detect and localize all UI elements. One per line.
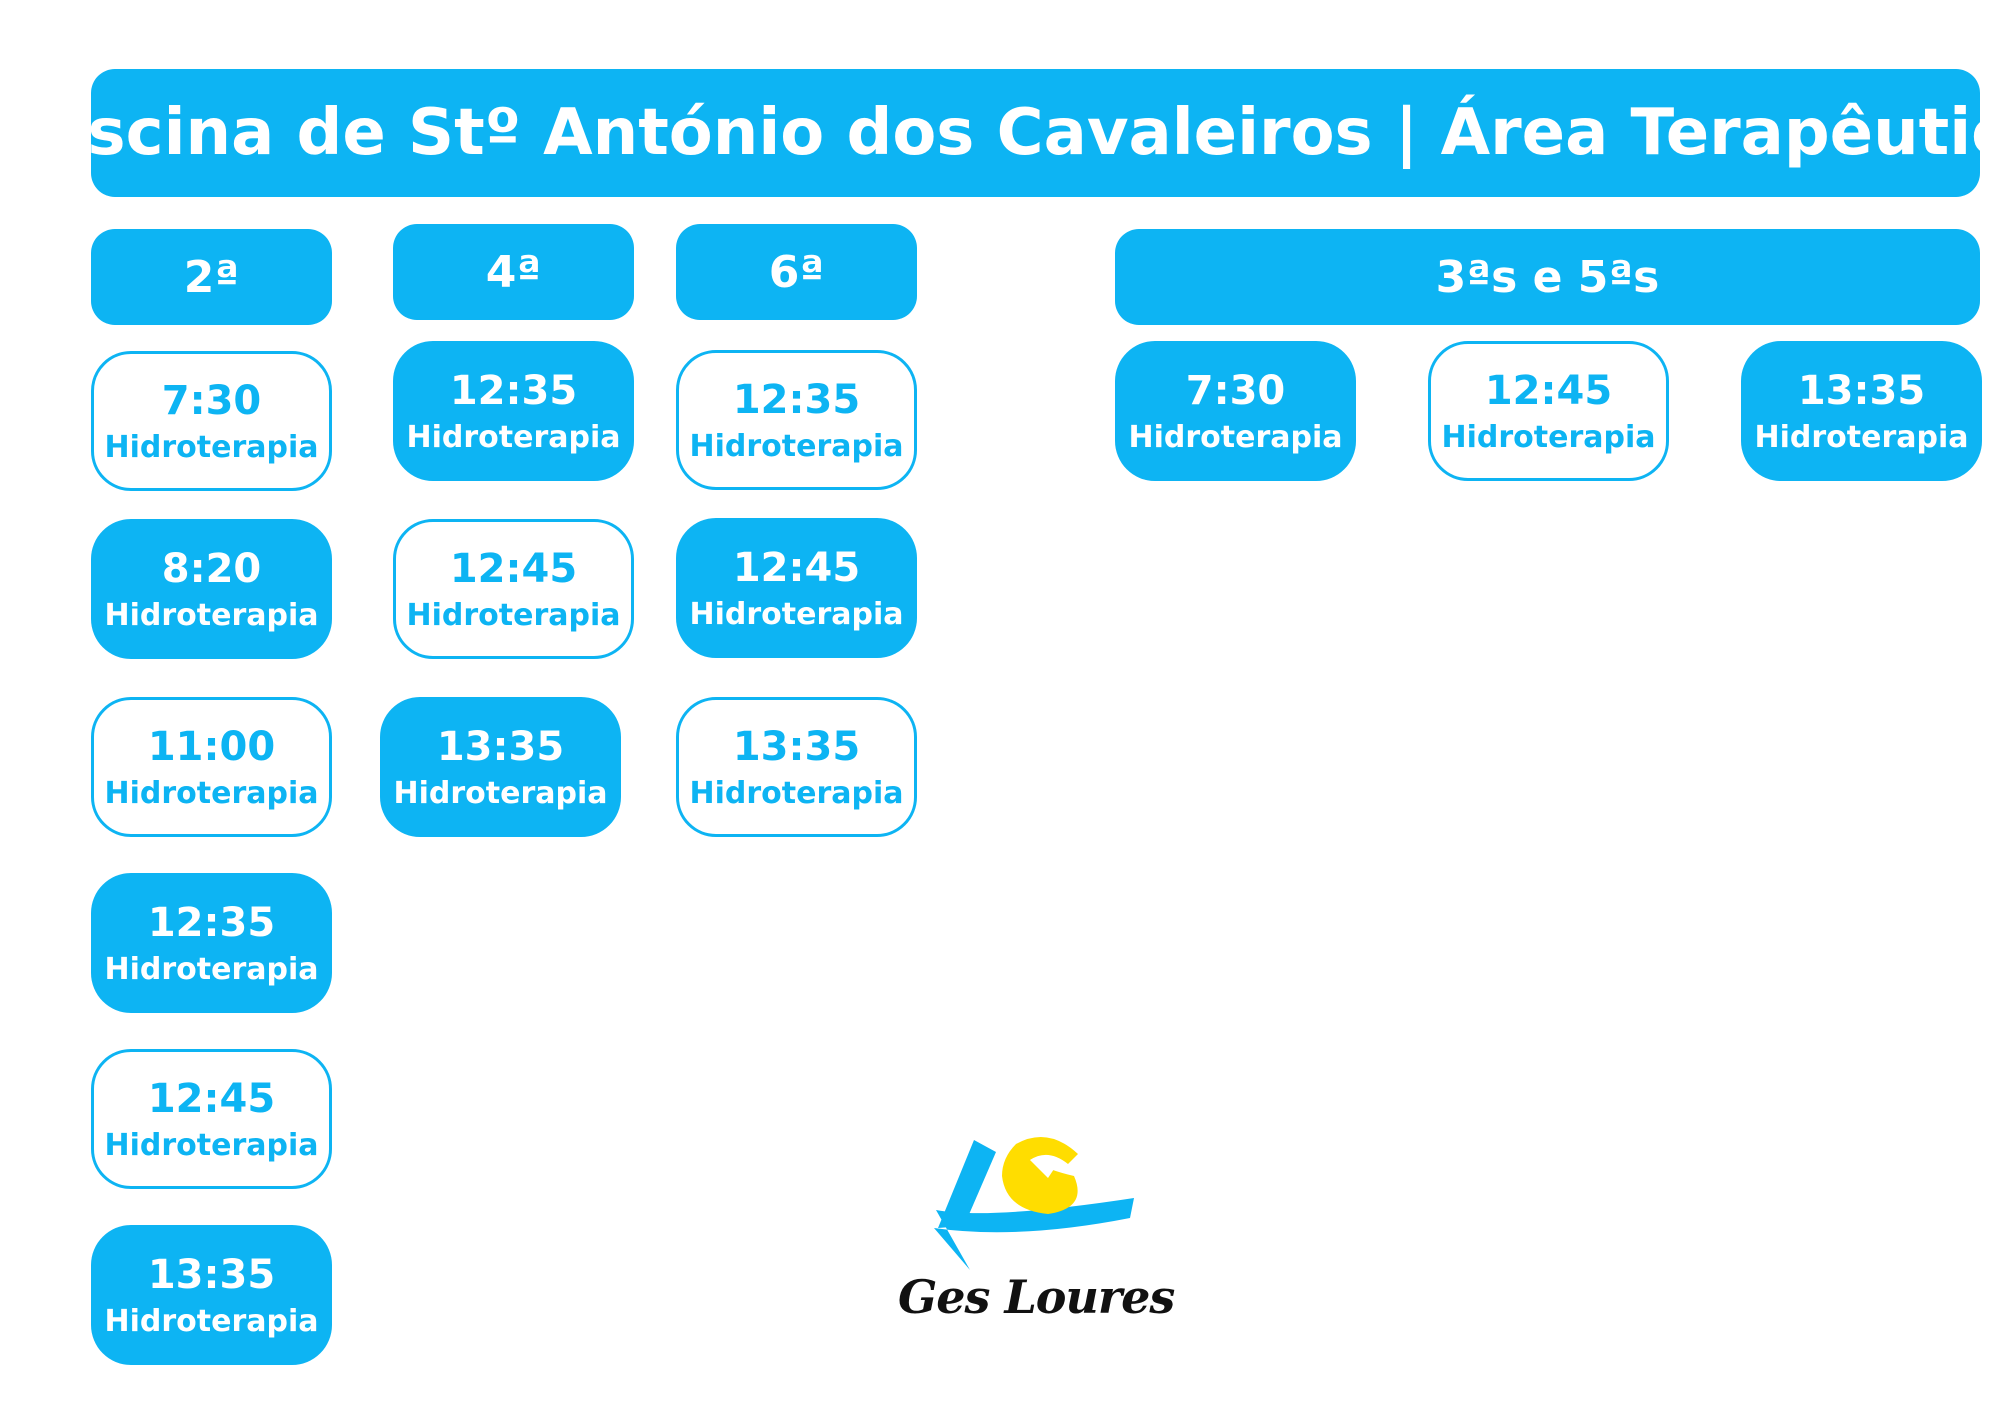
slot-monday-2: 8:20 Hidroterapia: [91, 519, 332, 659]
slot-time: 12:45: [732, 545, 861, 591]
slot-wednesday-3: 13:35 Hidroterapia: [380, 697, 621, 837]
day-header-monday: 2ª: [91, 229, 332, 325]
slot-tue-thu-1: 7:30 Hidroterapia: [1115, 341, 1356, 481]
slot-time: 13:35: [147, 1252, 276, 1298]
slot-time: 12:45: [147, 1076, 276, 1122]
slot-monday-6: 13:35 Hidroterapia: [91, 1225, 332, 1365]
gesloures-logo-icon: [934, 1136, 1134, 1270]
day-header-tuesday-thursday: 3ªs e 5ªs: [1115, 229, 1980, 325]
slot-friday-1: 12:35 Hidroterapia: [676, 350, 917, 490]
slot-activity: Hidroterapia: [104, 776, 319, 811]
slot-time: 12:45: [1484, 368, 1613, 414]
slot-tue-thu-2: 12:45 Hidroterapia: [1428, 341, 1669, 481]
slot-friday-2: 12:45 Hidroterapia: [676, 518, 917, 658]
slot-activity: Hidroterapia: [689, 429, 904, 464]
slot-activity: Hidroterapia: [104, 598, 319, 633]
slot-tue-thu-3: 13:35 Hidroterapia: [1741, 341, 1982, 481]
slot-time: 12:35: [449, 368, 578, 414]
page-title: Piscina de Stº António dos Cavaleiros | …: [19, 69, 2000, 197]
slot-time: 12:35: [732, 377, 861, 423]
gesloures-logo: Ges Loures: [898, 1130, 1175, 1350]
slot-activity: Hidroterapia: [393, 776, 608, 811]
slot-friday-3: 13:35 Hidroterapia: [676, 697, 917, 837]
slot-monday-3: 11:00 Hidroterapia: [91, 697, 332, 837]
day-header-friday: 6ª: [676, 224, 917, 320]
gesloures-logo-text: Ges Loures: [898, 1270, 1175, 1324]
slot-activity: Hidroterapia: [689, 597, 904, 632]
slot-time: 13:35: [1797, 368, 1926, 414]
slot-monday-5: 12:45 Hidroterapia: [91, 1049, 332, 1189]
slot-time: 8:20: [161, 546, 262, 592]
slot-activity: Hidroterapia: [104, 952, 319, 987]
slot-activity: Hidroterapia: [1441, 420, 1656, 455]
slot-time: 13:35: [436, 724, 565, 770]
slot-activity: Hidroterapia: [406, 598, 621, 633]
slot-activity: Hidroterapia: [104, 430, 319, 465]
slot-time: 12:35: [147, 900, 276, 946]
slot-wednesday-1: 12:35 Hidroterapia: [393, 341, 634, 481]
slot-time: 7:30: [161, 378, 262, 424]
slot-time: 13:35: [732, 724, 861, 770]
slot-activity: Hidroterapia: [1128, 420, 1343, 455]
slot-time: 12:45: [449, 546, 578, 592]
slot-time: 11:00: [147, 724, 276, 770]
day-header-wednesday: 4ª: [393, 224, 634, 320]
slot-monday-1: 7:30 Hidroterapia: [91, 351, 332, 491]
slot-time: 7:30: [1185, 368, 1286, 414]
slot-activity: Hidroterapia: [1754, 420, 1969, 455]
slot-activity: Hidroterapia: [104, 1304, 319, 1339]
slot-activity: Hidroterapia: [104, 1128, 319, 1163]
slot-monday-4: 12:35 Hidroterapia: [91, 873, 332, 1013]
slot-wednesday-2: 12:45 Hidroterapia: [393, 519, 634, 659]
slot-activity: Hidroterapia: [406, 420, 621, 455]
slot-activity: Hidroterapia: [689, 776, 904, 811]
